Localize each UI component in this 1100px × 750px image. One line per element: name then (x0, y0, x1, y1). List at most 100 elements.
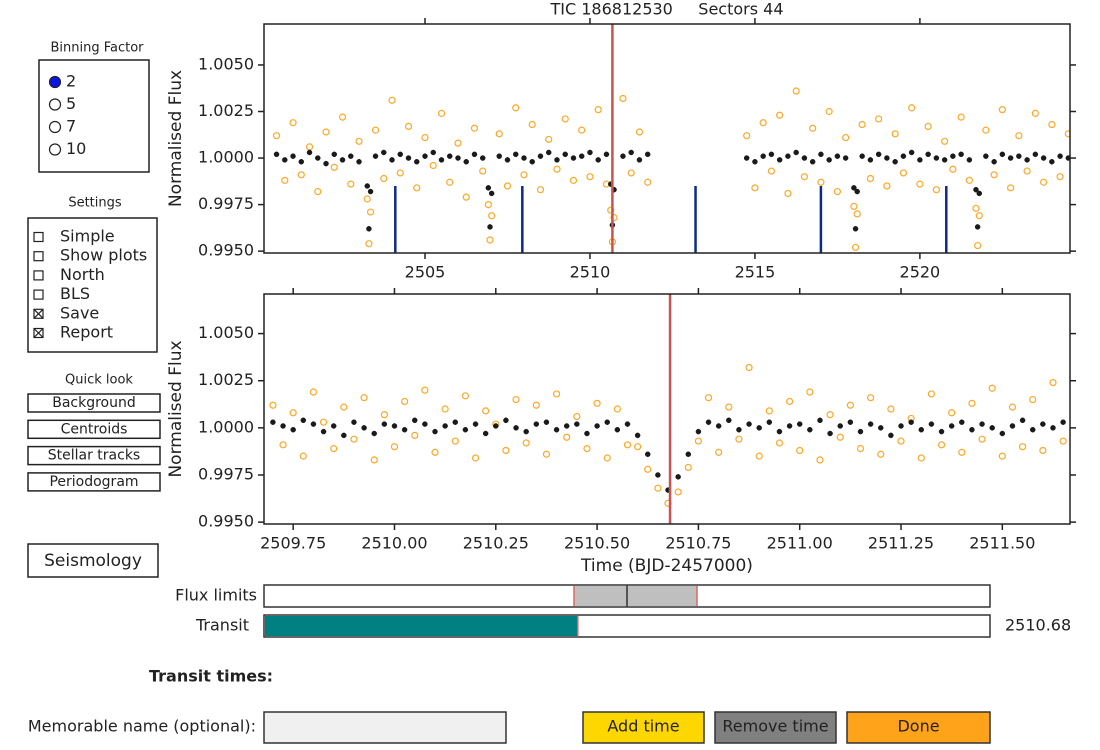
flux-point (396, 169, 404, 177)
action-button-label[interactable]: Remove time (722, 717, 828, 736)
plot-area (272, 24, 1070, 253)
binned-point (391, 423, 398, 429)
binned-point (867, 157, 874, 163)
binned-point (330, 423, 337, 429)
binned-point (999, 430, 1006, 437)
flux-point (941, 137, 949, 145)
flux-point (461, 392, 469, 400)
flux-point (877, 450, 885, 458)
radio-label[interactable]: 2 (66, 72, 76, 91)
binned-point (455, 155, 461, 161)
checkbox[interactable] (33, 289, 44, 300)
checkbox-label[interactable]: Save (60, 303, 99, 322)
binned-point (430, 149, 437, 156)
flux-point (846, 401, 854, 409)
flux-point (858, 120, 866, 129)
radio-button[interactable] (48, 143, 62, 156)
checkbox-label[interactable]: Show plots (60, 246, 147, 265)
checkbox-label[interactable]: North (60, 265, 105, 284)
checkbox-label[interactable]: Report (60, 323, 113, 342)
flux-point (965, 176, 973, 184)
binned-point (523, 428, 529, 435)
quick-look-button[interactable] (27, 419, 161, 440)
checkbox[interactable] (33, 231, 44, 243)
binned-point (726, 417, 732, 424)
binned-point (793, 149, 799, 156)
binned-point (1050, 425, 1056, 431)
flux-point (272, 132, 281, 140)
flux-point (635, 128, 644, 136)
flux-point (431, 448, 439, 456)
action-button[interactable] (846, 711, 991, 744)
flux-point (380, 411, 388, 419)
radio-label[interactable]: 5 (66, 94, 76, 113)
y-tick-label: 1.0000 (198, 148, 254, 167)
binned-point (298, 159, 305, 165)
radio-label[interactable]: 10 (66, 139, 86, 158)
quick-look-button-label[interactable]: Centroids (61, 421, 128, 437)
flux-point (279, 441, 287, 449)
quick-look-button-label[interactable]: Stellar tracks (48, 448, 140, 464)
checkbox-label[interactable]: Simple (60, 227, 115, 246)
radio-button[interactable] (48, 120, 62, 134)
binned-point (715, 423, 722, 429)
flux-limits-label: Flux limits (175, 586, 257, 605)
binned-point (776, 157, 783, 163)
flux-point (569, 176, 578, 184)
action-button-label[interactable]: Add time (607, 717, 679, 736)
flux-point (853, 210, 861, 218)
flux-point (563, 433, 571, 441)
binned-point (908, 419, 914, 425)
y-tick-label: 1.0050 (198, 54, 254, 73)
binned-point (837, 423, 843, 429)
binned-point (1029, 426, 1036, 433)
binned-point (361, 425, 367, 431)
binned-point (1007, 155, 1014, 161)
quick-look-button[interactable] (27, 472, 161, 492)
seismology-button-label[interactable]: Seismology (44, 551, 142, 571)
radio-button[interactable] (48, 98, 62, 111)
binned-point (959, 419, 965, 425)
quick-look-button[interactable] (27, 393, 161, 413)
binned-point (504, 157, 511, 163)
flux-point (561, 115, 569, 123)
quick-look-button-label[interactable]: Background (52, 395, 136, 411)
binned-point (644, 151, 651, 158)
binned-point (807, 426, 813, 433)
flux-point (289, 409, 297, 417)
checkbox[interactable] (33, 270, 44, 281)
binned-point (766, 419, 773, 425)
radio-label[interactable]: 7 (66, 117, 76, 136)
x-tick-label: 2511.50 (969, 534, 1035, 553)
binned-point (925, 151, 931, 158)
binned-point (574, 421, 580, 427)
flux-point (1039, 446, 1047, 455)
flux-point (360, 394, 368, 402)
radio-button[interactable] (48, 75, 62, 89)
flux-point (446, 178, 454, 186)
binned-point (320, 428, 327, 435)
flux-point (767, 167, 776, 175)
y-axis-label: Normalised Flux (166, 340, 186, 477)
binned-point (875, 151, 882, 158)
checkbox[interactable] (33, 251, 44, 262)
action-button[interactable] (582, 711, 705, 744)
binned-point (1060, 419, 1066, 425)
flux-point (365, 240, 373, 248)
name-input[interactable] (263, 711, 507, 744)
binned-point (432, 428, 438, 435)
quick-look-button-label[interactable]: Periodogram (49, 474, 138, 490)
flux-point (1056, 173, 1064, 181)
binned-point (323, 160, 329, 167)
seismology-button[interactable] (27, 543, 159, 578)
flux-point (593, 399, 601, 407)
flux-point (1029, 395, 1037, 404)
flux-point (975, 212, 983, 220)
flux-point (957, 113, 965, 121)
flux-point (404, 122, 413, 130)
binned-point (847, 419, 854, 425)
action-button[interactable] (714, 711, 837, 744)
checkbox-label[interactable]: BLS (60, 284, 90, 303)
quick-look-button[interactable] (27, 445, 161, 466)
action-button-label[interactable]: Done (897, 717, 939, 736)
